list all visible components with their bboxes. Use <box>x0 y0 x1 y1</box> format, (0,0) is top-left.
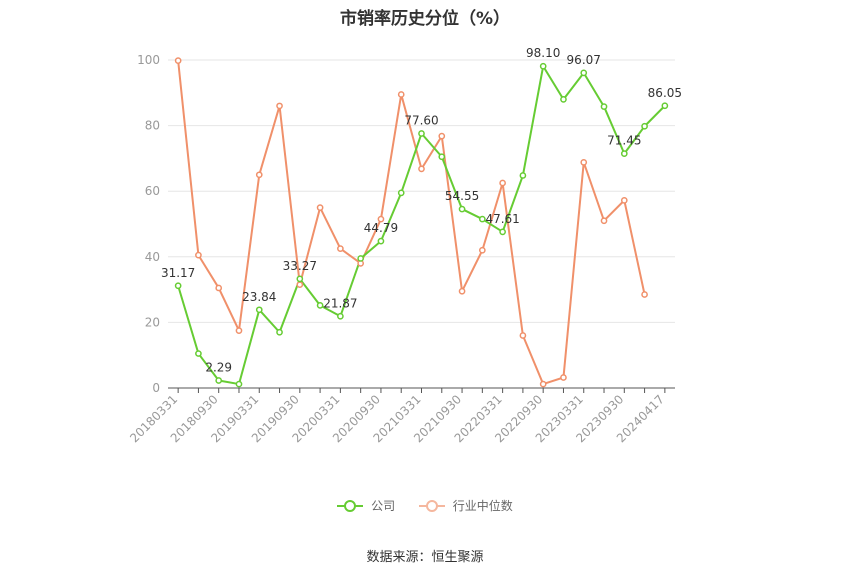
industry-point <box>519 332 527 339</box>
company-point <box>418 130 425 137</box>
company-point <box>357 255 365 262</box>
y-tick-label: 60 <box>145 184 160 198</box>
data-label: 23.84 <box>242 290 276 304</box>
industry-point <box>215 284 223 292</box>
company-point <box>478 215 486 223</box>
industry-point <box>600 217 608 225</box>
industry-point <box>580 158 588 166</box>
data-label: 98.10 <box>526 46 560 60</box>
data-label: 77.60 <box>404 113 438 127</box>
data-label: 44.79 <box>364 221 398 235</box>
data-label: 71.45 <box>607 134 641 148</box>
data-label: 96.07 <box>567 53 601 67</box>
company-point <box>580 69 588 77</box>
industry-point <box>620 197 628 204</box>
y-tick-label: 80 <box>145 119 160 133</box>
company-point <box>215 377 223 384</box>
industry-point <box>478 246 486 254</box>
company-point <box>276 328 283 336</box>
company-point <box>539 62 547 70</box>
y-tick-label: 0 <box>152 381 160 395</box>
company-point <box>600 103 608 110</box>
industry-point <box>276 102 283 110</box>
industry-point <box>296 281 304 289</box>
company-point <box>458 205 466 213</box>
company-point <box>519 172 527 179</box>
industry-point <box>195 251 202 259</box>
y-tick-label: 100 <box>137 53 160 67</box>
company-point <box>661 102 669 110</box>
company-point <box>174 282 182 290</box>
company-point <box>316 301 324 309</box>
industry-point <box>397 91 405 98</box>
data-source: 数据来源：恒生聚源 <box>366 550 484 565</box>
industry-point <box>316 204 324 211</box>
legend-label-company: 公司 <box>371 499 396 513</box>
company-point <box>641 122 648 130</box>
company-point <box>438 153 446 161</box>
company-point <box>499 228 506 236</box>
industry-point <box>418 165 425 173</box>
axes: 0204060801002018033120180930201903312019… <box>127 53 675 445</box>
legend-swatch-company <box>337 499 364 512</box>
company-point <box>195 350 202 357</box>
industry-point <box>560 374 567 381</box>
series-points <box>174 57 669 388</box>
industry-point <box>539 380 547 388</box>
legend-item-company[interactable]: 公司 <box>337 497 395 514</box>
grid-lines <box>168 59 675 323</box>
data-label: 33.27 <box>283 259 317 273</box>
company-point <box>377 237 385 245</box>
data-label: 86.05 <box>648 86 682 100</box>
industry-point <box>438 132 446 140</box>
legend-swatch-industry <box>418 499 445 512</box>
data-label: 31.17 <box>161 266 195 280</box>
industry-point <box>499 179 506 187</box>
company-point <box>255 306 263 314</box>
legend-label-industry: 行业中位数 <box>452 499 513 513</box>
series-line-industry <box>177 60 646 386</box>
chart-title: 市销率历史分位（%） <box>339 9 511 29</box>
data-labels: 31.17 2.29 23.84 33.27 21.87 44.79 77.60 54.55 4… <box>161 46 682 374</box>
data-label: 54.55 <box>445 189 479 203</box>
company-point <box>235 380 243 388</box>
industry-point <box>337 245 344 252</box>
industry-point <box>458 287 466 295</box>
industry-point <box>255 171 263 179</box>
legend: 公司 行业中位数 <box>0 497 850 514</box>
company-point <box>337 312 344 320</box>
company-point <box>296 275 304 283</box>
industry-point <box>641 291 648 298</box>
industry-point <box>174 57 182 65</box>
company-point <box>560 96 567 103</box>
y-tick-label: 20 <box>145 315 160 329</box>
company-point <box>620 150 628 157</box>
data-label: 21.87 <box>323 296 357 310</box>
industry-point <box>235 327 243 334</box>
company-point <box>397 189 405 197</box>
legend-item-industry[interactable]: 行业中位数 <box>418 497 513 514</box>
data-label: 47.61 <box>485 212 519 226</box>
y-tick-label: 40 <box>145 250 160 264</box>
industry-point <box>377 215 385 223</box>
data-label: 2.29 <box>205 360 232 374</box>
series-lines <box>177 60 666 386</box>
